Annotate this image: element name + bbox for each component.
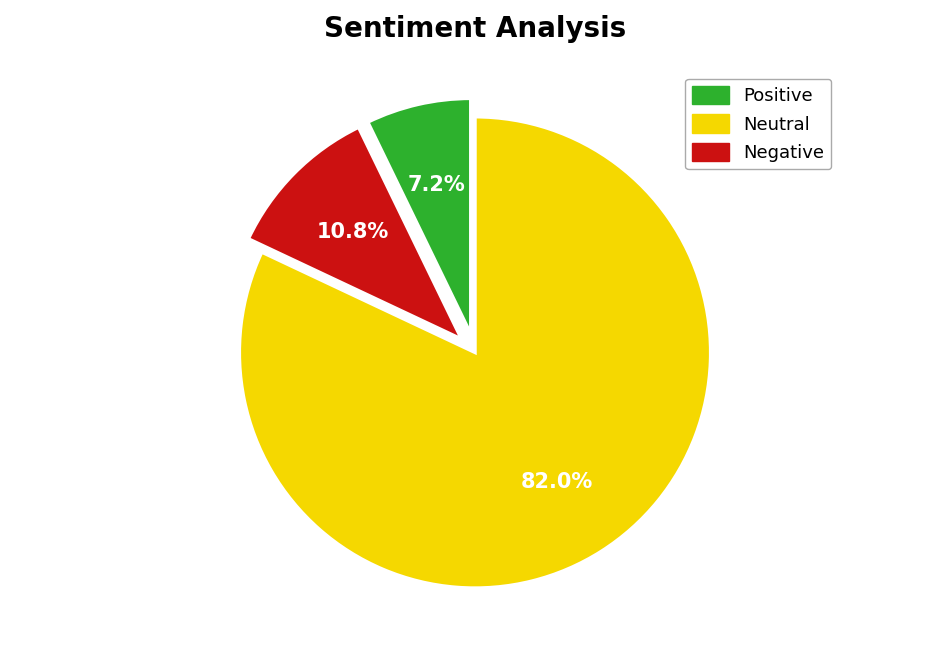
Wedge shape: [368, 99, 471, 334]
Text: 82.0%: 82.0%: [521, 472, 593, 492]
Wedge shape: [239, 117, 711, 588]
Text: 7.2%: 7.2%: [408, 175, 466, 195]
Wedge shape: [248, 127, 462, 339]
Text: 10.8%: 10.8%: [316, 222, 389, 242]
Legend: Positive, Neutral, Negative: Positive, Neutral, Negative: [685, 79, 831, 169]
Title: Sentiment Analysis: Sentiment Analysis: [324, 15, 626, 43]
